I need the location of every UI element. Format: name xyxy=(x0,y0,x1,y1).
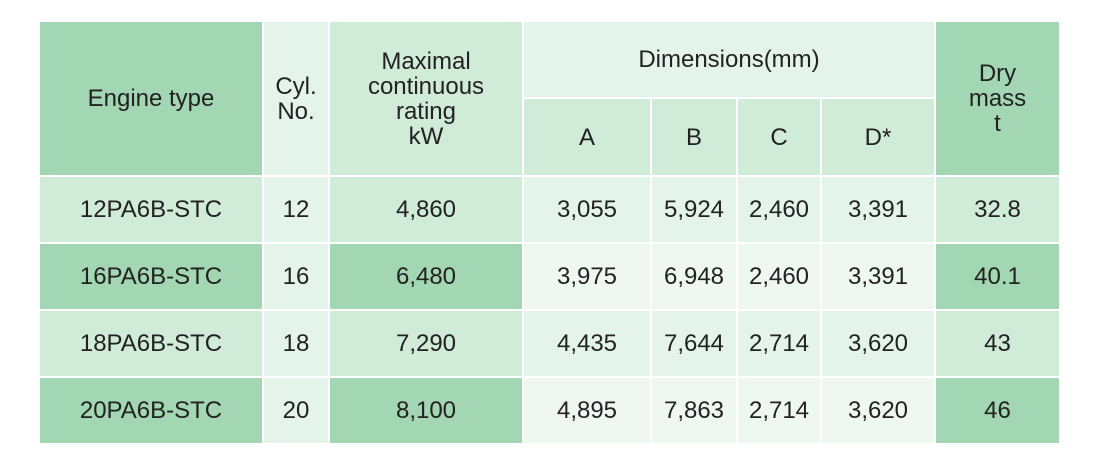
data-cell: 16PA6B-STC xyxy=(38,242,264,311)
data-cell: 7,863 xyxy=(650,376,738,445)
header-cell: Dry mass t xyxy=(934,20,1061,177)
data-cell: 5,924 xyxy=(650,175,738,244)
data-cell: 18 xyxy=(262,309,330,378)
data-cell: 43 xyxy=(934,309,1061,378)
data-cell: 6,480 xyxy=(328,242,524,311)
header-cell: A xyxy=(522,97,652,177)
data-cell: 3,975 xyxy=(522,242,652,311)
header-cell: Cyl. No. xyxy=(262,20,330,177)
header-cell: C xyxy=(736,97,822,177)
header-line: Cyl. xyxy=(275,72,317,100)
data-cell: 46 xyxy=(934,376,1061,445)
header-line: t xyxy=(994,110,1001,137)
data-cell: 18PA6B-STC xyxy=(38,309,264,378)
header-line: No. xyxy=(277,97,315,125)
header-cell: D* xyxy=(820,97,936,177)
header-line: mass xyxy=(968,85,1027,112)
data-cell: 4,895 xyxy=(522,376,652,445)
header-row: A B C D* xyxy=(39,97,1060,177)
header-line: kW xyxy=(408,122,444,150)
data-cell: 16 xyxy=(262,242,330,311)
table-body: Engine type Cyl. No. Maximal continuous ratin… xyxy=(38,20,1061,445)
data-cell: 2,460 xyxy=(736,175,822,244)
data-row: 12PA6B-STC 12 4,860 3,055 5,924 2,460 3,391 32.… xyxy=(38,175,1061,244)
data-cell: 20PA6B-STC xyxy=(38,376,264,445)
data-cell: 12PA6B-STC xyxy=(38,175,264,244)
data-row: 18PA6B-STC 18 7,290 4,435 7,644 2,714 3,620 43 xyxy=(38,309,1061,378)
header-cell: Dimensions(mm) xyxy=(522,20,936,99)
data-cell: 2,714 xyxy=(736,376,822,445)
header-cell: Maximal continuous rating kW xyxy=(328,20,524,177)
data-cell: 2,460 xyxy=(736,242,822,311)
data-cell: 8,100 xyxy=(328,376,524,445)
header-line: continuous xyxy=(367,72,485,100)
header-line: Maximal xyxy=(381,47,471,75)
data-cell: 32.8 xyxy=(934,175,1061,244)
data-cell: 12 xyxy=(262,175,330,244)
data-cell: 3,391 xyxy=(820,242,936,311)
header-row: Engine type Cyl. No. Maximal continuous ratin… xyxy=(38,20,1061,177)
data-cell: 3,055 xyxy=(522,175,652,244)
data-cell: 3,620 xyxy=(820,309,936,378)
data-cell: 3,620 xyxy=(820,376,936,445)
data-cell: 4,860 xyxy=(328,175,524,244)
data-cell: 3,391 xyxy=(820,175,936,244)
data-cell: 7,644 xyxy=(650,309,738,378)
header-line: rating xyxy=(395,97,457,125)
data-cell: 20 xyxy=(262,376,330,445)
header-cell: B xyxy=(650,97,738,177)
data-cell: 40.1 xyxy=(934,242,1061,311)
header-cell: Engine type xyxy=(38,20,264,177)
header-line: Dry xyxy=(978,60,1017,87)
data-cell: 2,714 xyxy=(736,309,822,378)
data-row: 20PA6B-STC 20 8,100 4,895 7,863 2,714 3,620 46 xyxy=(38,376,1061,445)
data-cell: 4,435 xyxy=(522,309,652,378)
data-row: 16PA6B-STC 16 6,480 3,975 6,948 2,460 3,391 40.… xyxy=(38,242,1061,311)
data-cell: 7,290 xyxy=(328,309,524,378)
data-cell: 6,948 xyxy=(650,242,738,311)
engine-table: Engine type Cyl. No. Maximal continuous ratin… xyxy=(38,20,1061,445)
